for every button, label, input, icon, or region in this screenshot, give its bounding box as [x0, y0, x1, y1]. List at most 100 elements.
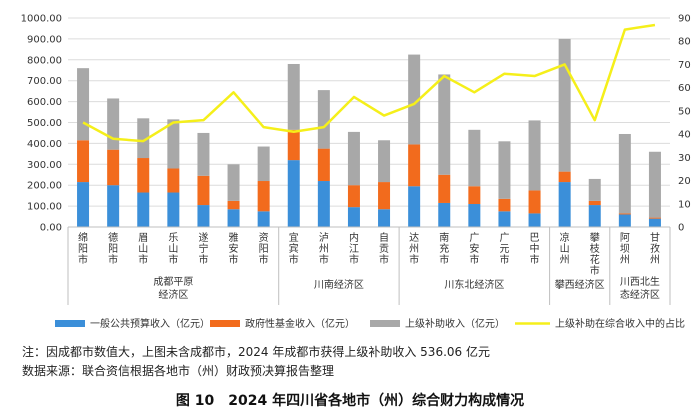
x-tick-label: 州 — [560, 254, 570, 266]
bar-segment — [528, 213, 541, 227]
x-tick-label: 宾 — [289, 242, 299, 255]
legend-label: 上级补助收入（亿元） — [405, 317, 505, 330]
bar-segment — [257, 211, 270, 227]
bar-segment — [167, 192, 180, 227]
x-tick-label: 乐 — [168, 232, 178, 244]
x-tick-label: 江 — [349, 243, 359, 255]
bar-segment — [167, 168, 180, 193]
x-tick-label: 泸 — [319, 232, 329, 244]
bar-segment — [378, 182, 391, 210]
group-label: 川东北经济区 — [444, 278, 504, 291]
x-tick-label: 州 — [620, 254, 630, 266]
x-tick-label: 市 — [229, 253, 239, 266]
y-tick-label-left: 100.00 — [27, 202, 62, 213]
bar-segment — [378, 140, 391, 183]
bar-segment — [618, 213, 631, 215]
bar-segment — [347, 185, 360, 208]
y-tick-label-right: 0 — [678, 223, 684, 234]
legend-label: 一般公共预算收入（亿元） — [90, 317, 210, 330]
bar-segment — [468, 186, 481, 205]
x-tick-label: 绵 — [78, 231, 88, 244]
group-label: 态经济区 — [620, 288, 660, 301]
y-tick-label-right: 30 — [678, 153, 691, 164]
x-tick-label: 元 — [499, 244, 509, 255]
bar-segment — [347, 207, 360, 227]
bar-segment — [438, 174, 451, 203]
y-tick-label-left: 500.00 — [27, 118, 62, 129]
legend-swatch — [370, 320, 400, 327]
bar-segment — [317, 148, 330, 182]
bar-segment — [588, 205, 601, 227]
legend-label: 上级补助在综合收入中的占比 — [555, 317, 685, 330]
y-tick-label-right: 40 — [678, 130, 691, 141]
x-tick-label: 达 — [409, 232, 419, 244]
share-line — [82, 23, 656, 143]
group-label: 经济区 — [158, 288, 188, 301]
x-tick-label: 安 — [229, 242, 239, 255]
x-tick-label: 广 — [469, 232, 479, 244]
x-tick-label: 市 — [349, 253, 359, 266]
bar-segment — [588, 178, 601, 201]
group-label: 成都平原 — [153, 276, 193, 288]
x-tick-label: 遂 — [198, 231, 208, 244]
bar-segment — [197, 132, 210, 176]
bar-segment — [197, 175, 210, 206]
y-tick-label-right: 70 — [678, 60, 691, 71]
bar-segment — [77, 68, 90, 141]
footnote: 注：因成都市数值大，上图未含成都市，2024 年成都市获得上级补助收入 536.… — [22, 345, 490, 359]
y-tick-label-right: 10 — [678, 199, 691, 210]
bar-segment — [227, 200, 240, 210]
y-tick-label-left: 700.00 — [27, 76, 62, 87]
x-tick-label: 内 — [349, 231, 359, 244]
bar-segment — [287, 129, 300, 161]
bar-segment — [438, 74, 451, 175]
x-tick-label: 充 — [439, 242, 449, 255]
bar-segment — [137, 192, 150, 227]
x-tick-label: 枝 — [590, 242, 600, 255]
x-tick-label: 巴 — [530, 232, 540, 244]
x-tick-label: 眉 — [138, 232, 148, 244]
bar-segment — [588, 200, 601, 206]
bar-segment — [107, 98, 120, 150]
stacked-bar-line-chart: 0.00 100.00 200.00 300.00 400.00 500.00 600.00… — [21, 14, 691, 331]
bar-segment — [528, 120, 541, 191]
bar-segment — [498, 211, 511, 227]
x-tick-label: 资 — [259, 232, 269, 244]
bar-segment — [167, 119, 180, 169]
x-tick-label: 州 — [319, 243, 329, 255]
x-tick-label: 市 — [469, 253, 479, 266]
legend-label: 政府性基金收入（亿元） — [245, 317, 355, 330]
x-tick-label: 市 — [590, 264, 600, 277]
bar-segment — [137, 118, 150, 159]
bar-segment — [227, 209, 240, 227]
x-tick-label: 市 — [289, 253, 299, 266]
bar-segment — [378, 209, 391, 227]
y-tick-label-right: 80 — [678, 37, 691, 48]
bar-segment — [498, 198, 511, 212]
x-tick-label: 市 — [138, 253, 148, 266]
y-tick-label-left: 200.00 — [27, 181, 62, 192]
bar-segment — [137, 158, 150, 193]
x-tick-label: 市 — [198, 253, 208, 266]
x-tick-label: 雅 — [229, 231, 239, 244]
x-tick-label: 市 — [319, 253, 329, 266]
x-tick-label: 市 — [168, 253, 178, 266]
x-tick-label: 市 — [108, 253, 118, 266]
x-tick-label: 阳 — [259, 243, 269, 255]
bar-segment — [558, 38, 571, 172]
group-label: 川南经济区 — [314, 278, 364, 291]
bar-segment — [287, 63, 300, 130]
bar-segment — [107, 149, 120, 186]
x-tick-label: 山 — [168, 243, 178, 255]
group-label: 攀西经济区 — [555, 278, 605, 291]
x-tick-label: 贡 — [379, 243, 389, 255]
x-tick-label: 孜 — [650, 242, 660, 255]
bar-segment — [257, 181, 270, 212]
group-label: 川西北生 — [620, 275, 660, 288]
bar-segment — [468, 204, 481, 227]
x-tick-label: 花 — [590, 253, 600, 266]
bar-segment — [77, 140, 90, 183]
bar-segment — [408, 186, 421, 227]
bar-segment — [558, 182, 571, 227]
